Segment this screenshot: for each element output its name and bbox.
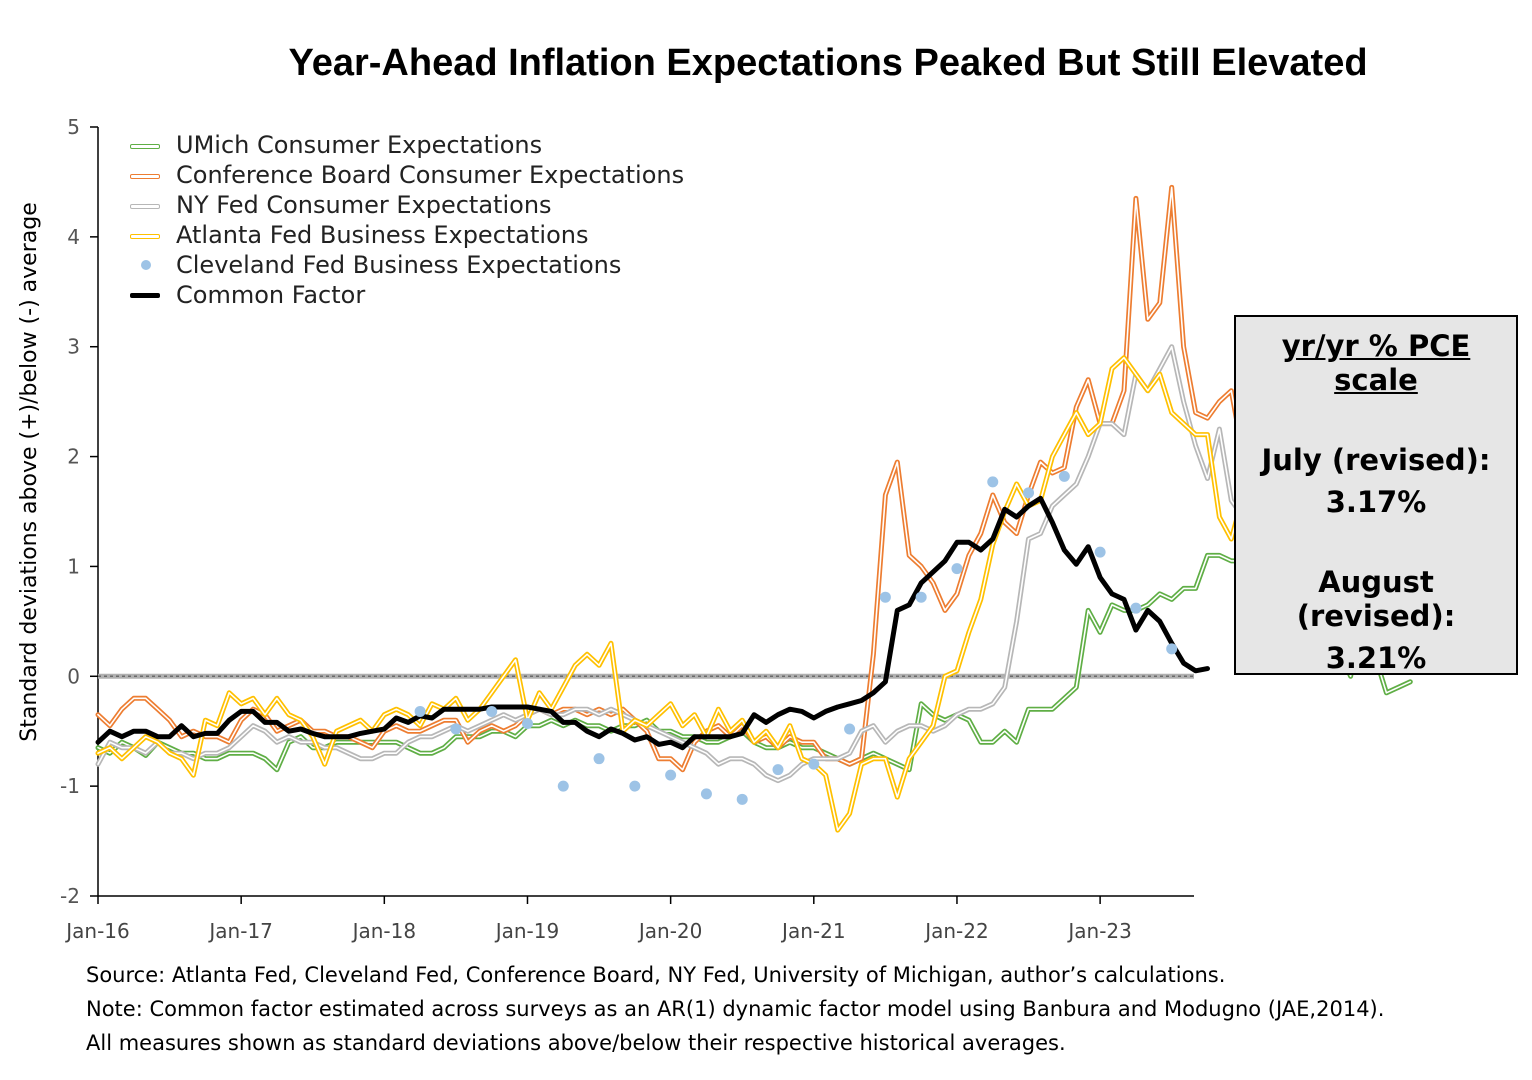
x-tick-label: Jan-21: [780, 919, 846, 943]
cleveland-fed-business-expectations-point: [700, 788, 712, 800]
legend-label: Common Factor: [176, 281, 366, 309]
cleveland-fed-business-expectations-point: [879, 591, 891, 603]
source-note: Source: Atlanta Fed, Cleveland Fed, Conf…: [86, 963, 1226, 987]
cleveland-fed-business-expectations-point: [1058, 470, 1070, 482]
cleveland-fed-business-expectations-point: [915, 591, 927, 603]
cleveland-fed-business-expectations-point: [450, 723, 462, 735]
x-tick-label: Jan-22: [923, 919, 989, 943]
cleveland-fed-business-expectations-point: [593, 753, 605, 765]
y-tick-label: 5: [67, 115, 80, 139]
cleveland-fed-business-expectations-point: [486, 705, 498, 717]
y-tick-label: 0: [67, 664, 80, 688]
series-lines: [95, 184, 1413, 833]
cleveland-fed-business-expectations-point: [987, 476, 999, 488]
x-tick-label: Jan-23: [1066, 919, 1132, 943]
legend-swatch: [128, 160, 162, 190]
cleveland-fed-business-expectations-point: [736, 793, 748, 805]
measures-note: All measures shown as standard deviation…: [86, 1031, 1066, 1055]
cleveland-fed-business-expectations-point: [808, 758, 820, 770]
pce-august-label: August (revised):: [1296, 565, 1456, 633]
legend-label: NY Fed Consumer Expectations: [176, 191, 552, 219]
method-note: Note: Common factor estimated across sur…: [86, 997, 1385, 1021]
legend-swatch: [128, 190, 162, 220]
cleveland-fed-business-expectations-point: [557, 780, 569, 792]
axes: [90, 126, 1194, 904]
legend-label: Conference Board Consumer Expectations: [176, 161, 685, 189]
y-tick-label: 4: [67, 225, 80, 249]
legend-swatch: [128, 130, 162, 160]
y-axis-label: Standard deviations above (+)/below (-) …: [17, 202, 42, 741]
x-tick-label: Jan-17: [207, 919, 273, 943]
x-tick-label: Jan-20: [637, 919, 703, 943]
legend-item-atlanta-fed-business-expectations: Atlanta Fed Business Expectations: [128, 220, 684, 250]
cleveland-fed-business-expectations-point: [665, 769, 677, 781]
x-tick-label: Jan-16: [64, 919, 130, 943]
cleveland-fed-business-expectations-point: [1166, 643, 1178, 655]
cleveland-fed-business-expectations-point: [844, 723, 856, 735]
tick-labels: 5 4 3 2 1 0 -1 -2 Jan-16 Jan-17 Jan-18 Jan-19 Jan-20…: [60, 115, 1132, 943]
legend-item-conference-board-consumer-expectations: Conference Board Consumer Expectations: [128, 160, 684, 190]
cleveland-fed-business-expectations-point: [521, 718, 533, 730]
y-tick-label: -2: [60, 884, 80, 908]
cleveland-fed-business-expectations-point: [629, 780, 641, 792]
legend-label: UMich Consumer Expectations: [176, 131, 543, 159]
legend-item-cleveland-fed-business-expectations: Cleveland Fed Business Expectations: [128, 250, 684, 280]
legend: UMich Consumer Expectations Conference Bo…: [128, 130, 684, 310]
cleveland-fed-business-expectations-point: [772, 764, 784, 776]
x-tick-label: Jan-19: [494, 919, 560, 943]
legend-item-ny-fed-consumer-expectations: NY Fed Consumer Expectations: [128, 190, 684, 220]
cleveland-fed-business-expectations-point: [1130, 602, 1142, 614]
y-tick-label: -1: [60, 774, 80, 798]
cleveland-fed-business-expectations-point: [1023, 487, 1035, 499]
cleveland-fed-business-expectations-point: [1094, 546, 1106, 558]
chart-title: Year-Ahead Inflation Expectations Peaked…: [288, 42, 1368, 84]
cleveland-fed-business-expectations-point: [951, 563, 963, 575]
legend-item-umich-consumer-expectations: UMich Consumer Expectations: [128, 130, 684, 160]
series-markers: [414, 470, 1178, 805]
y-tick-label: 1: [67, 554, 80, 578]
legend-label: Cleveland Fed Business Expectations: [176, 251, 622, 279]
pce-august-value: 3.21%: [1325, 641, 1427, 675]
ny-fed-consumer-expectations-line-inner: [97, 345, 1328, 782]
pce-box-heading: yr/yr % PCE scale: [1281, 329, 1471, 397]
cleveland-fed-business-expectations-point: [414, 705, 426, 717]
legend-swatch: [128, 280, 162, 310]
legend-item-common-factor: Common Factor: [128, 280, 684, 310]
legend-swatch: [128, 220, 162, 250]
pce-scale-box: yr/yr % PCE scale July (revised): 3.17% …: [1234, 315, 1518, 675]
atlanta-fed-business-expectations-line-inner: [97, 356, 1304, 831]
legend-label: Atlanta Fed Business Expectations: [176, 221, 589, 249]
pce-july-value: 3.17%: [1325, 485, 1427, 519]
atlanta-fed-business-expectations-line: [95, 355, 1306, 833]
legend-swatch: [128, 250, 162, 280]
pce-july-label: July (revised):: [1261, 443, 1491, 477]
footnotes: Source: Atlanta Fed, Cleveland Fed, Conf…: [86, 958, 1384, 1060]
x-tick-label: Jan-18: [351, 919, 417, 943]
common-factor-line: [95, 495, 1210, 751]
ny-fed-consumer-expectations-line: [95, 344, 1330, 784]
y-tick-label: 2: [67, 445, 80, 469]
y-tick-label: 3: [67, 335, 80, 359]
